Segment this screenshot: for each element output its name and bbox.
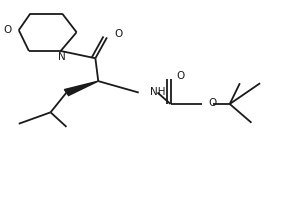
Text: O: O <box>177 71 185 81</box>
Text: O: O <box>114 29 123 39</box>
Text: N: N <box>58 52 66 62</box>
Polygon shape <box>64 81 98 95</box>
Text: NH: NH <box>150 87 165 97</box>
Text: O: O <box>3 25 12 35</box>
Text: O: O <box>208 98 216 108</box>
